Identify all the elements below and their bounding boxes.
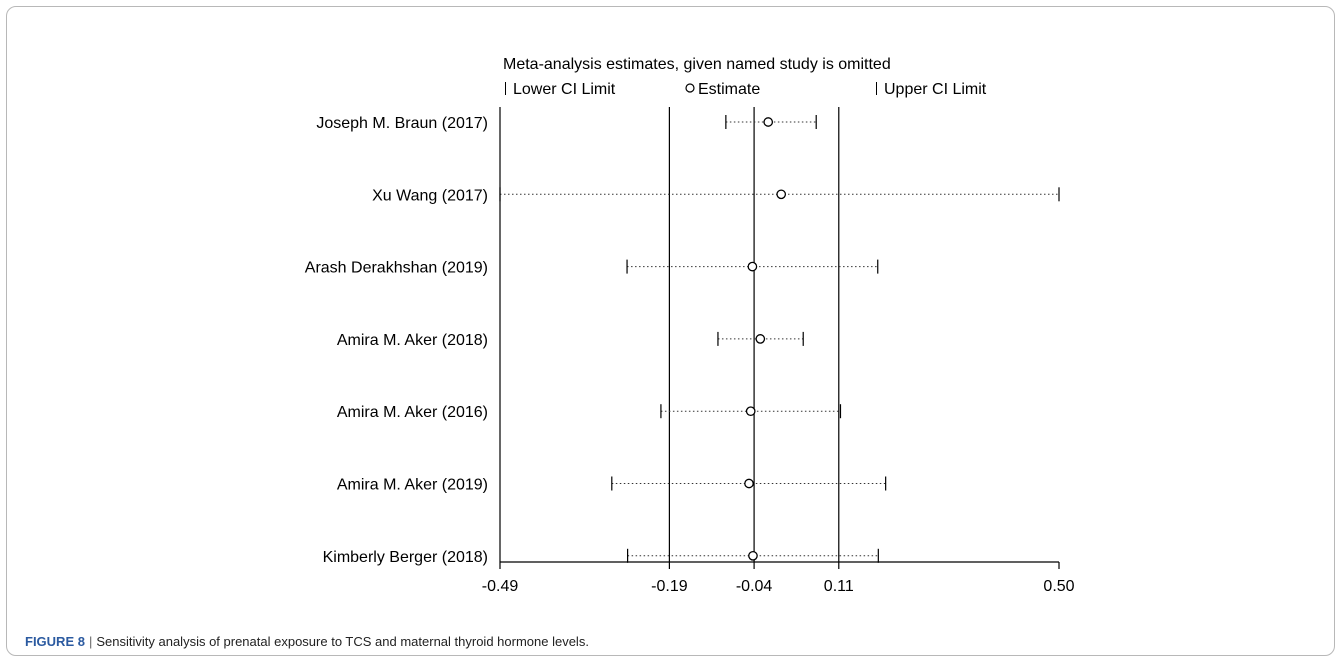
figure-caption: FIGURE 8 | Sensitivity analysis of prenata…: [25, 634, 589, 649]
estimate-marker: [763, 117, 774, 127]
study-label: Xu Wang (2017): [372, 187, 488, 204]
study-row: Amira M. Aker (2018): [337, 331, 804, 349]
chart-title: Meta-analysis estimates, given named stu…: [503, 56, 891, 73]
estimate-marker: [744, 478, 754, 489]
study-row: Kimberly Berger (2018): [323, 548, 879, 566]
study-row: Amira M. Aker (2016): [337, 404, 842, 421]
caption-separator: |: [88, 634, 93, 649]
study-label: Kimberly Berger (2018): [323, 549, 488, 566]
x-tick-label: -0.19: [651, 578, 688, 595]
study-label: Arash Derakhshan (2019): [305, 260, 488, 277]
x-tick-label: 0.50: [1043, 578, 1074, 595]
estimate-marker: [747, 261, 758, 272]
legend-upper-label: Upper CI Limit: [884, 81, 987, 98]
legend: Lower CI Limit Estimate Upper CI Limit: [505, 81, 987, 98]
x-tick-label: -0.49: [482, 578, 519, 595]
study-row: Amira M. Aker (2019): [337, 476, 887, 494]
study-label: Amira M. Aker (2016): [337, 404, 488, 421]
figure-label: FIGURE 8: [25, 634, 85, 649]
x-tick-label: 0.11: [824, 578, 854, 595]
estimate-marker: [776, 189, 787, 200]
figure-frame: [6, 6, 1335, 656]
study-label: Amira M. Aker (2018): [337, 332, 488, 349]
study-label: Joseph M. Braun (2017): [316, 115, 488, 132]
legend-estimate-label: Estimate: [698, 81, 760, 98]
study-row: Xu Wang (2017): [372, 187, 1060, 204]
estimate-marker: [748, 550, 758, 561]
x-tick-label: -0.04: [736, 578, 773, 595]
caption-text: Sensitivity analysis of prenatal exposur…: [96, 634, 589, 649]
estimate-marker: [745, 406, 756, 417]
study-label: Amira M. Aker (2019): [337, 477, 488, 494]
legend-estimate-marker: [685, 83, 695, 93]
estimate-marker: [755, 334, 766, 344]
study-row: Arash Derakhshan (2019): [305, 259, 879, 277]
legend-lower-label: Lower CI Limit: [513, 81, 616, 98]
study-row: Joseph M. Braun (2017): [316, 115, 817, 132]
